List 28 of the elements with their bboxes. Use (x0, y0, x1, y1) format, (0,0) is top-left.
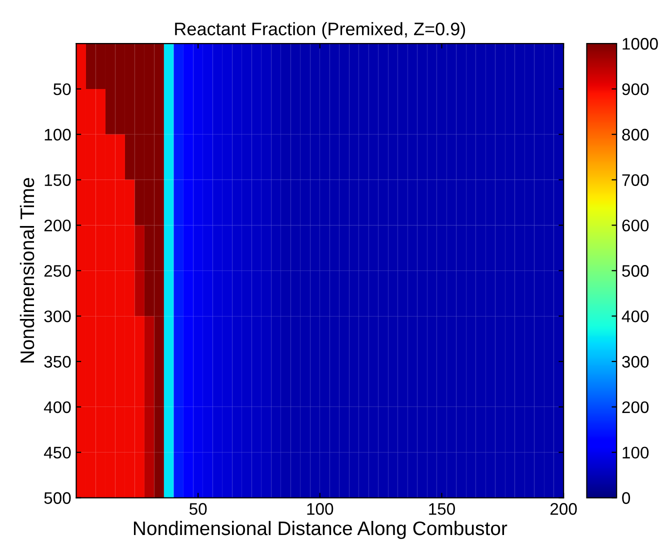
color-bar-label: 200 (622, 401, 649, 414)
x-tick-label: 200 (550, 503, 577, 515)
color-bar-label: 500 (622, 265, 649, 277)
color-bar-label: 0 (622, 492, 630, 504)
y-axis-title: Nondimensional Time (20, 178, 34, 363)
y-tick-label: 150 (44, 174, 71, 186)
y-tick-label: 350 (44, 356, 71, 368)
color-bar-label: 900 (622, 83, 649, 96)
y-tick-label: 200 (44, 220, 71, 232)
y-tick-label: 450 (44, 446, 71, 459)
y-tick-label: 300 (44, 310, 71, 322)
color-bar-label: 400 (622, 310, 649, 322)
y-tick-label: 500 (44, 492, 71, 504)
x-tick-label: 50 (189, 503, 207, 515)
x-tick-label: 100 (307, 503, 334, 515)
color-bar-label: 1000 (622, 38, 658, 50)
color-bar-label: 600 (622, 220, 649, 232)
y-tick-label: 400 (44, 401, 71, 414)
color-bar-label: 700 (622, 174, 649, 186)
x-axis-title: Nondimensional Distance Along Combustor (134, 520, 508, 540)
color-bar-label: 300 (622, 356, 649, 368)
y-tick-label: 50 (54, 83, 71, 96)
x-tick-label: 150 (429, 503, 455, 515)
y-tick-label: 250 (44, 265, 71, 277)
color-bar-label: 100 (622, 446, 649, 459)
color-bar-label: 800 (622, 128, 649, 141)
chart-title: Reactant Fraction (Premixed, Z=0.9) (175, 22, 466, 39)
y-tick-label: 100 (44, 128, 71, 141)
